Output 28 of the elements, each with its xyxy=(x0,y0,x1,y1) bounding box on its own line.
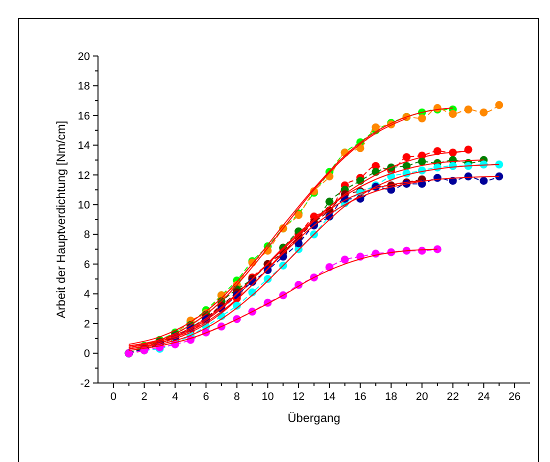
x-axis-title: Übergang xyxy=(288,411,340,425)
y-tick-label: 10 xyxy=(78,199,90,212)
y-tick-label: 20 xyxy=(78,50,90,63)
x-tick-label: 8 xyxy=(234,391,240,403)
x-tick-label: 0 xyxy=(110,391,116,403)
y-tick-label: 18 xyxy=(78,80,90,93)
x-tick-label: 4 xyxy=(172,391,178,403)
x-tick-label: 12 xyxy=(292,391,305,403)
x-tick-label: 16 xyxy=(354,391,366,403)
y-axis-title: Arbeit der Hauptverdichtung [Nm/cm] xyxy=(54,120,68,318)
x-tick-label: 2 xyxy=(141,391,148,403)
x-tick-label: 18 xyxy=(385,391,398,403)
y-tick-label: 14 xyxy=(78,140,90,152)
y-tick-label: -2 xyxy=(80,378,90,390)
x-tick-label: 26 xyxy=(508,391,521,403)
x-tick-label: 10 xyxy=(262,391,274,403)
y-tick-label: 0 xyxy=(84,348,90,360)
x-tick-label: 24 xyxy=(478,391,490,403)
x-tick-label: 22 xyxy=(446,391,459,403)
x-tick-label: 20 xyxy=(416,391,428,403)
y-tick-label: 2 xyxy=(84,318,90,330)
y-tick-label: 12 xyxy=(78,170,90,182)
x-tick-label: 14 xyxy=(323,391,336,403)
y-tick-label: 16 xyxy=(78,110,90,122)
y-tick-label: 8 xyxy=(84,229,90,242)
x-tick-label: 6 xyxy=(202,391,210,403)
y-tick-label: 4 xyxy=(84,288,90,301)
y-tick-label: 6 xyxy=(84,258,90,271)
